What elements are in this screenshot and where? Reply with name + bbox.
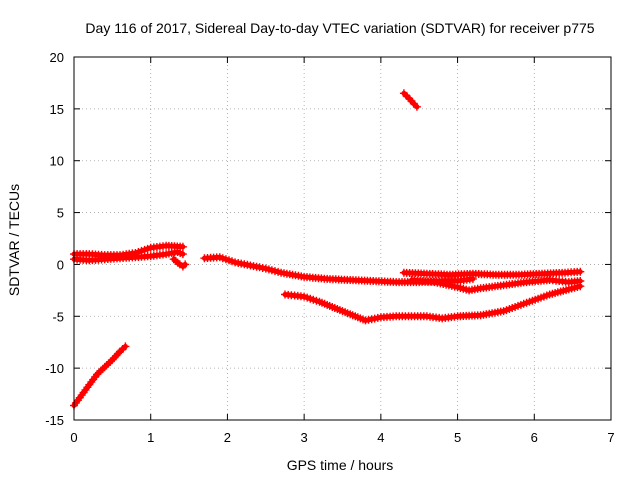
x-tick-label: 1 bbox=[147, 430, 154, 445]
x-tick-label: 7 bbox=[607, 430, 614, 445]
series-point-markers bbox=[399, 89, 421, 111]
x-tick-label: 6 bbox=[531, 430, 538, 445]
y-axis-label: SDTVAR / TECUs bbox=[6, 184, 22, 296]
series-point-markers bbox=[169, 255, 190, 271]
x-tick-label: 0 bbox=[70, 430, 77, 445]
y-tick-label: 15 bbox=[50, 102, 64, 117]
y-tick-label: 20 bbox=[50, 50, 64, 65]
y-tick-label: -10 bbox=[45, 361, 64, 376]
chart-title: Day 116 of 2017, Sidereal Day-to-day VTE… bbox=[85, 20, 594, 36]
x-axis-label: GPS time / hours bbox=[287, 457, 394, 473]
series-point-markers bbox=[407, 276, 585, 295]
series-point-markers bbox=[281, 282, 585, 325]
series-satellite-track-i bbox=[399, 89, 421, 111]
y-tick-label: 5 bbox=[57, 206, 64, 221]
axis-ticks: 0 1 2 3 4 5 6 7 20 15 10 5 0 -5 -10 -15 bbox=[45, 50, 614, 445]
y-tick-label: 10 bbox=[50, 154, 64, 169]
data-series bbox=[70, 89, 585, 410]
x-tick-label: 5 bbox=[454, 430, 461, 445]
plot-frame bbox=[73, 56, 612, 421]
x-tick-label: 4 bbox=[377, 430, 384, 445]
y-tick-label: -15 bbox=[45, 413, 64, 428]
series-satellite-track-f bbox=[399, 267, 585, 279]
series-satellite-track-h bbox=[281, 282, 585, 325]
grid bbox=[74, 57, 611, 420]
x-tick-label: 3 bbox=[301, 430, 308, 445]
series-satellite-track-g bbox=[407, 276, 585, 295]
y-tick-label: -5 bbox=[52, 309, 64, 324]
y-tick-label: 0 bbox=[57, 257, 64, 272]
series-satellite-track-d bbox=[169, 255, 190, 271]
x-tick-label: 2 bbox=[224, 430, 231, 445]
series-line bbox=[171, 256, 188, 269]
series-point-markers bbox=[399, 267, 585, 279]
